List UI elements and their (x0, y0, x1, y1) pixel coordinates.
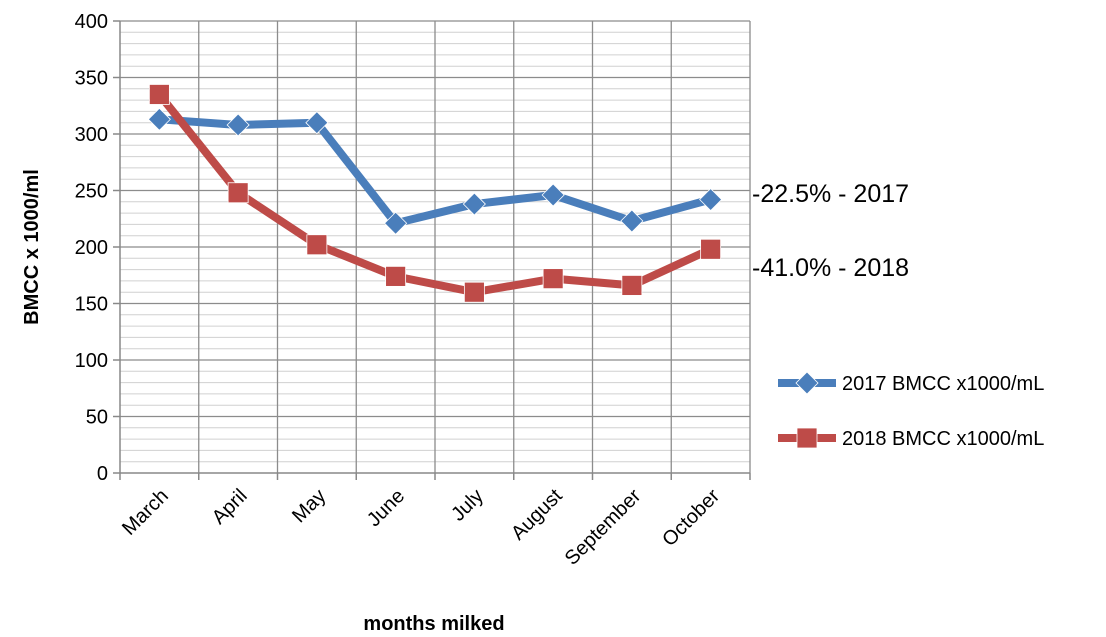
y-tick-label: 150 (75, 294, 108, 316)
data-point-october (700, 238, 722, 260)
legend-marker (795, 371, 819, 395)
x-tick-label: April (208, 485, 252, 529)
data-point-march (147, 107, 171, 131)
legend-label: 2018 BMCC x1000/mL (842, 428, 1044, 450)
y-tick-label: 200 (75, 237, 108, 259)
data-point-may (305, 111, 329, 135)
axes (113, 20, 751, 480)
x-tick-label: August (507, 485, 567, 545)
y-tick-label: 250 (75, 181, 108, 203)
x-tick-label: May (288, 485, 330, 527)
y-tick-label: 0 (97, 463, 108, 485)
data-point-july (462, 192, 486, 216)
legend-marker (796, 427, 818, 449)
legend-item-2: 2018 BMCC x1000/mL (778, 427, 1044, 450)
annotation-2018: -41.0% - 2018 (752, 254, 909, 282)
x-tick-label: September (561, 485, 646, 570)
legend-item-1: 2017 BMCC x1000/mL (778, 371, 1044, 395)
y-axis-title: BMCC x 1000/ml (21, 169, 43, 325)
data-point-march (148, 84, 170, 105)
data-point-august (541, 183, 565, 207)
series-line (155, 115, 715, 228)
series-1 (147, 107, 723, 235)
data-point-june (385, 265, 407, 287)
y-tick-label: 400 (75, 11, 108, 33)
data-point-june (384, 211, 408, 235)
data-point-april (226, 113, 250, 137)
data-point-april (227, 182, 249, 204)
y-tick-label: 100 (75, 350, 108, 372)
data-point-may (306, 234, 328, 256)
series-line (155, 90, 715, 297)
legend-label: 2017 BMCC x1000/mL (842, 373, 1044, 395)
y-tick-labels: 0 50 100 150 200 250 300 350 400 (75, 11, 108, 485)
data-point-october (699, 187, 723, 212)
data-point-july (463, 281, 485, 303)
y-tick-label: 300 (75, 124, 108, 146)
series-layer (147, 84, 723, 303)
y-tick-label: 350 (75, 68, 108, 90)
data-point-september (620, 209, 644, 233)
y-tick-label: 50 (86, 407, 108, 429)
legend: 2017 BMCC x1000/mL 2018 BMCC x1000/mL (778, 371, 1044, 450)
annotation-2017: -22.5% - 2017 (752, 180, 909, 208)
x-tick-label: June (363, 485, 409, 531)
x-tick-label: March (118, 485, 173, 540)
gridlines (120, 20, 751, 473)
data-point-september (621, 275, 643, 296)
data-point-august (542, 268, 564, 290)
x-tick-label: July (447, 485, 488, 526)
x-axis-title: months milked (363, 613, 504, 635)
x-tick-label: October (658, 485, 724, 551)
series-2 (148, 84, 722, 303)
